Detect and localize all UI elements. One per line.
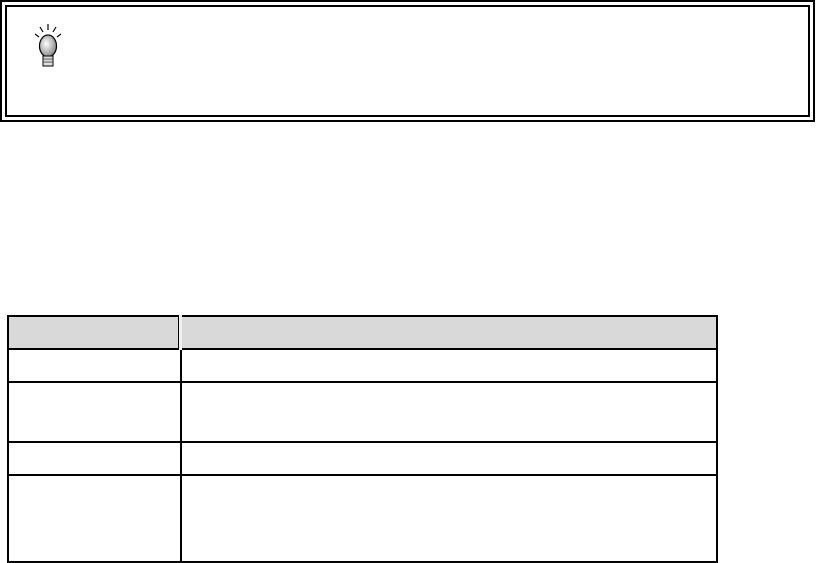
lightbulb-icon (34, 24, 62, 67)
table-cell (179, 348, 718, 383)
table-row (7, 348, 718, 383)
table-cell (7, 381, 182, 443)
table-header-cell (179, 315, 718, 350)
table-cell (179, 441, 718, 476)
table-cell (7, 474, 182, 563)
table-row (7, 441, 718, 476)
tip-note-box (0, 0, 815, 122)
table-row (7, 381, 718, 443)
tip-note-inner-border (5, 5, 810, 117)
table-cell (179, 381, 718, 443)
table-row (7, 474, 718, 563)
table-cell (7, 441, 182, 476)
table-cell (7, 348, 182, 383)
table-header-cell (7, 315, 182, 350)
table-header-row (7, 315, 718, 350)
table-cell (179, 474, 718, 563)
data-table (7, 315, 718, 563)
